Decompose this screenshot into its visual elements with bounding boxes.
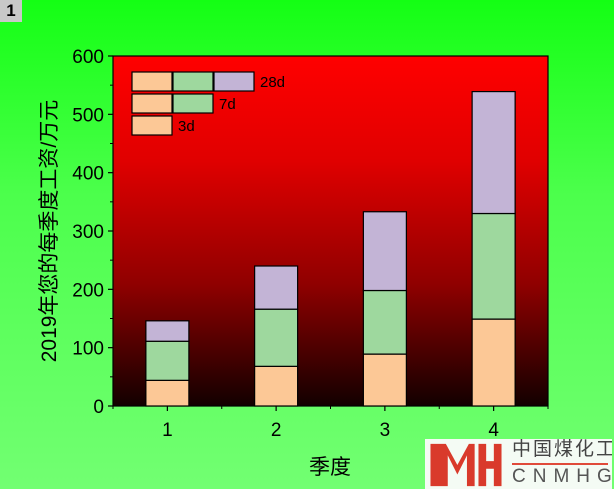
y-tick-label: 100 (72, 339, 104, 360)
x-tick-label: 2 (271, 420, 282, 441)
logo-chinese-text: 中国煤化工 (512, 439, 612, 460)
legend-swatch-28d (213, 71, 255, 92)
logo-english-text: CNMHG (512, 466, 612, 487)
y-tick-label: 400 (72, 164, 104, 185)
bar-7d-q2 (254, 308, 299, 367)
mh-logo-mark (430, 443, 502, 487)
y-tick-label: 0 (93, 397, 104, 418)
legend-label-7d: 7d (219, 96, 236, 113)
bar-3d-q2 (254, 365, 299, 407)
x-tick-label: 3 (380, 420, 391, 441)
panel-label: 1 (0, 0, 22, 22)
x-tick-label: 1 (162, 420, 173, 441)
y-tick-label: 600 (72, 47, 104, 68)
bar-28d-q2 (254, 265, 299, 310)
x-axis-label: 季度 (309, 456, 351, 479)
watermark-logo: 中国煤化工 CNMHG (425, 439, 612, 489)
y-tick-label: 300 (72, 222, 104, 243)
legend-swatch-3d (131, 93, 173, 114)
legend-swatch-7d (172, 93, 214, 114)
bar-7d-q3 (362, 289, 407, 355)
bar-3d-q1 (145, 379, 190, 407)
bar-3d-q4 (471, 318, 516, 407)
legend-swatch-7d (172, 71, 214, 92)
legend-label-28d: 28d (260, 74, 285, 91)
bar-28d-q3 (362, 211, 407, 292)
bar-7d-q1 (145, 340, 190, 381)
legend-swatch-3d (131, 71, 173, 92)
y-tick-label: 200 (72, 280, 104, 301)
legend-label-3d: 3d (178, 118, 195, 135)
y-tick-label: 500 (72, 105, 104, 126)
x-tick-label: 4 (488, 420, 499, 441)
legend-swatch-3d (131, 115, 173, 136)
bar-3d-q3 (362, 353, 407, 407)
bar-28d-q1 (145, 320, 190, 342)
bar-7d-q4 (471, 212, 516, 320)
y-axis-label: 2019年您的每季度工资/万元 (38, 100, 61, 363)
logo-divider (512, 463, 608, 465)
bar-28d-q4 (471, 90, 516, 215)
